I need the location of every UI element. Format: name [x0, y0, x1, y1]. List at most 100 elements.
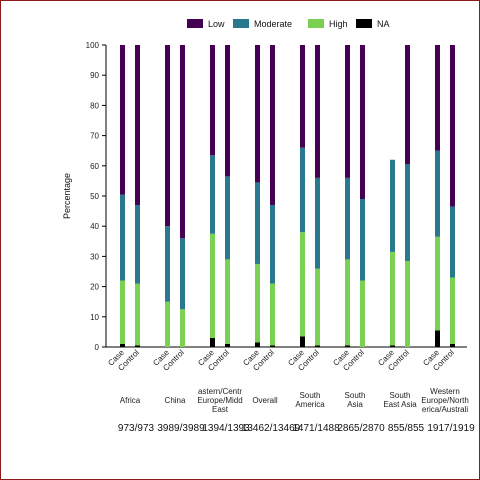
- group-label-line: China: [165, 396, 186, 405]
- group-label-line: Overall: [252, 396, 278, 405]
- group-label: astern/Centr Europe/Midd East: [197, 387, 242, 414]
- y-tick-label: 10: [90, 313, 99, 322]
- group-label-line: East Asia: [383, 400, 417, 409]
- bar-segment-low: [165, 45, 170, 227]
- bar-segment-na: [345, 345, 350, 347]
- bar-segment-low: [360, 45, 365, 200]
- bar-segment-moderate: [120, 194, 125, 281]
- group-label-line: South: [300, 391, 321, 400]
- legend-label-low: Low: [208, 19, 225, 29]
- group-label-line: East: [212, 405, 229, 414]
- bar-segment-moderate: [135, 205, 140, 284]
- group-count: 13462/13469: [242, 423, 301, 434]
- bar-segment-low: [270, 45, 275, 206]
- bar-segment-low: [450, 45, 455, 207]
- group-count: 973/973: [118, 423, 155, 434]
- group-count: 1917/1919: [427, 423, 475, 434]
- bar-segment-moderate: [180, 238, 185, 310]
- bar-segment-high: [360, 280, 365, 347]
- group-count: 1471/1488: [292, 423, 340, 434]
- group-label-line: Africa: [120, 396, 141, 405]
- bar-segment-moderate: [450, 206, 455, 278]
- bar-segment-moderate: [435, 150, 440, 237]
- bar-segment-moderate: [270, 205, 275, 284]
- legend-swatch-high: [308, 19, 324, 28]
- y-tick-label: 30: [90, 252, 99, 261]
- group-count: 855/855: [388, 423, 425, 434]
- bar-segment-low: [210, 45, 215, 156]
- bar-segment-moderate: [210, 155, 215, 234]
- group-count: 1394/1393: [202, 423, 250, 434]
- bar-segment-na: [210, 337, 215, 347]
- bar-segment-high: [210, 233, 215, 338]
- bar-segment-low: [255, 45, 260, 183]
- bar-segment-moderate: [345, 177, 350, 260]
- bar-segment-high: [270, 283, 275, 346]
- bar-segment-na: [450, 343, 455, 347]
- bar-segment-high: [300, 232, 305, 337]
- group-label: Western Europe/North erica/Australi: [421, 387, 469, 414]
- bar-segment-moderate: [225, 176, 230, 260]
- bar-segment-low: [135, 45, 140, 206]
- y-tick-label: 20: [90, 283, 99, 292]
- group-label-line: erica/Australi: [422, 405, 468, 414]
- group-label-line: South: [345, 391, 366, 400]
- y-tick-label: 80: [90, 101, 99, 110]
- group-label-line: America: [295, 400, 325, 409]
- bar-segment-na: [315, 345, 320, 347]
- bar-segment-moderate: [315, 177, 320, 269]
- bar-segment-low: [225, 45, 230, 177]
- bar-segment-na: [270, 345, 275, 347]
- bar-segment-high: [390, 251, 395, 346]
- bar-segment-na: [390, 345, 395, 347]
- group-label-line: astern/Centr: [198, 387, 242, 396]
- bar-segment-low: [300, 45, 305, 148]
- bar-segment-moderate: [390, 159, 395, 252]
- bar-segment-na: [135, 345, 140, 347]
- legend-label-moderate: Moderate: [254, 19, 292, 29]
- group-label: Africa: [120, 396, 141, 405]
- bar-segment-high: [345, 259, 350, 346]
- group-label: South America: [295, 391, 325, 409]
- bar-segment-moderate: [360, 199, 365, 281]
- group-label-line: Europe/Midd: [197, 396, 242, 405]
- bar-segment-low: [315, 45, 320, 178]
- legend-label-high: High: [329, 19, 348, 29]
- bar-segment-moderate: [405, 164, 410, 261]
- bar-segment-high: [435, 236, 440, 331]
- y-tick-label: 90: [90, 71, 99, 80]
- bar-segment-high: [180, 309, 185, 347]
- bar-segment-moderate: [255, 182, 260, 264]
- group-label: China: [165, 396, 186, 405]
- bar-segment-high: [225, 259, 230, 344]
- bar-segment-na: [300, 336, 305, 347]
- y-tick-label: 70: [90, 132, 99, 141]
- y-tick-label: 40: [90, 222, 99, 231]
- y-tick-label: 50: [90, 192, 99, 201]
- bar-segment-high: [135, 283, 140, 346]
- group-count: 2865/2870: [337, 423, 385, 434]
- legend-swatch-na: [356, 19, 372, 28]
- bar-segment-low: [180, 45, 185, 239]
- bar-segment-high: [165, 301, 170, 347]
- bar-segment-low: [120, 45, 125, 195]
- bar-segment-high: [450, 277, 455, 344]
- legend-swatch-moderate: [233, 19, 249, 28]
- y-tick-label: 60: [90, 162, 99, 171]
- y-tick-label: 100: [86, 41, 100, 50]
- group-label: South Asia: [345, 391, 366, 409]
- bar-segment-na: [120, 343, 125, 347]
- bar-segment-high: [315, 268, 320, 346]
- bar-segment-na: [255, 342, 260, 347]
- y-axis-title: Percentage: [62, 173, 72, 219]
- group-label: South East Asia: [383, 391, 417, 409]
- group-label: Overall: [252, 396, 278, 405]
- bar-segment-moderate: [165, 226, 170, 302]
- bar-segment-na: [225, 343, 230, 347]
- group-count: 3989/3989: [157, 423, 205, 434]
- bar-segment-na: [435, 330, 440, 347]
- bar-segment-high: [255, 263, 260, 343]
- group-label-line: Asia: [347, 400, 363, 409]
- bar-segment-low: [405, 45, 410, 165]
